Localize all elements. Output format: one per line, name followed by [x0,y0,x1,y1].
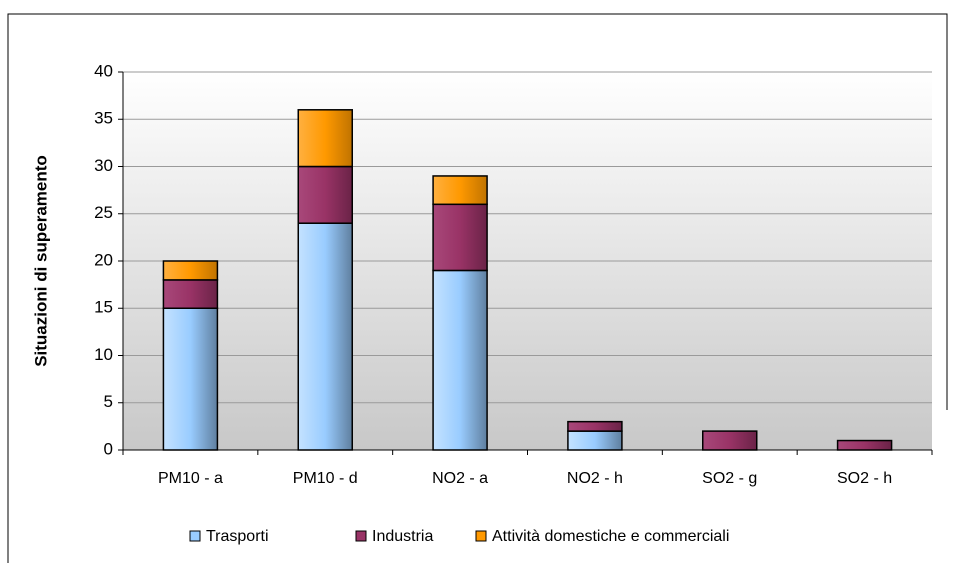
x-tick-label: NO2 - a [432,470,488,487]
bar-segment [297,222,353,451]
legend-swatch [355,530,367,542]
x-tick-label: NO2 - h [567,470,623,487]
y-tick-label: 30 [94,156,113,175]
bar-segment [836,439,893,451]
y-tick-label: 35 [94,109,113,128]
y-tick-label: 10 [94,345,113,364]
x-tick-label: SO2 - h [837,470,892,487]
y-tick-label: 25 [94,203,113,222]
legend-swatch [189,530,201,542]
frame [7,13,948,563]
x-tick-label: SO2 - g [702,470,757,487]
legend-label: Industria [372,528,433,545]
x-tick-label: PM10 - a [158,470,223,487]
bar-segment [162,260,219,281]
bar-segment [702,430,758,451]
bar-segment [432,175,488,206]
bar-segment [567,420,623,432]
legend-swatch [475,530,487,542]
y-tick-label: 5 [104,392,113,411]
bar-segment [432,269,488,451]
bar-segment [162,307,219,451]
y-axis-label: Situazioni di superamento [31,155,50,367]
bar-segment [297,165,353,224]
y-tick-label: 15 [94,298,113,317]
y-tick-label: 0 [104,439,113,458]
bar-segment [162,279,219,309]
y-tick-label: 40 [94,61,113,80]
bar-segment [567,430,623,451]
y-tick-label: 20 [94,250,113,269]
bar-segment [432,203,488,272]
legend-label: Trasporti [206,528,269,545]
bar-segment [297,109,353,168]
x-tick-label: PM10 - d [293,470,358,487]
legend-label: Attività domestiche e commerciali [492,528,729,545]
